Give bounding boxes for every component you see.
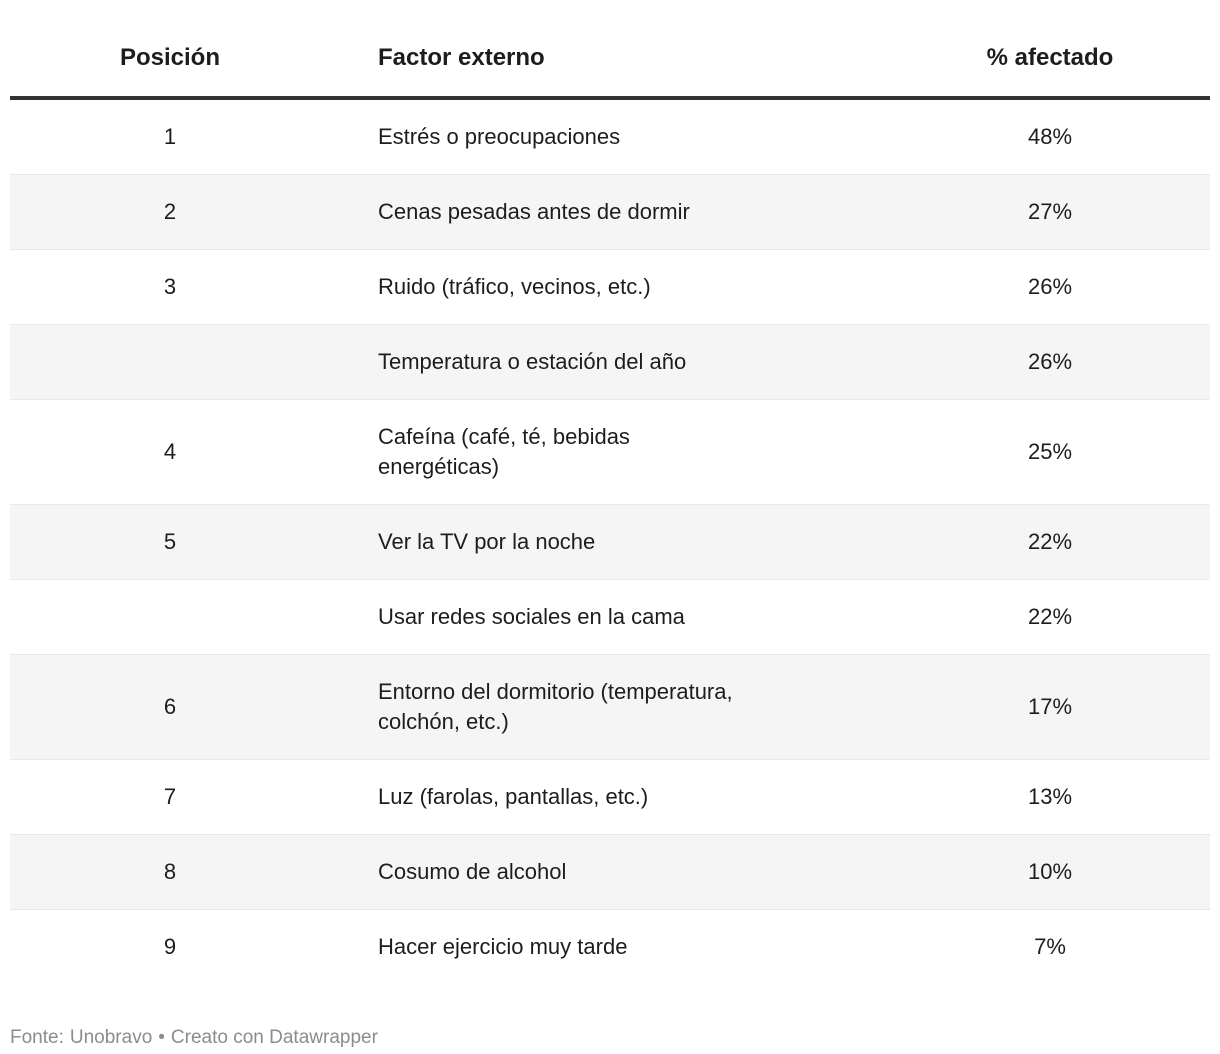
source-link[interactable]: Unobravo xyxy=(69,1027,153,1048)
position-cell: 9 xyxy=(163,934,177,959)
table-row: 3 Ruido (tráfico, vecinos, etc.) 26% xyxy=(10,249,1210,324)
position-cell: 1 xyxy=(163,124,177,149)
column-header-posicion: Posición xyxy=(119,44,221,71)
column-header-pct-afectado: % afectado xyxy=(986,44,1114,71)
position-cell: 3 xyxy=(163,274,177,299)
factor-cell: Cosumo de alcohol xyxy=(378,859,567,884)
position-cell: 2 xyxy=(163,199,177,224)
factor-cell: Hacer ejercicio muy tarde xyxy=(378,934,628,959)
percent-cell: 25% xyxy=(1027,439,1073,464)
factor-cell: Entorno del dormitorio (temperatura, col… xyxy=(378,679,733,734)
percent-cell: 27% xyxy=(1027,199,1073,224)
position-cell: 4 xyxy=(163,439,177,464)
table-body: 1 Estrés o preocupaciones 48% 2 Cenas pe… xyxy=(10,100,1210,984)
factor-cell: Temperatura o estación del año xyxy=(378,349,687,374)
source-label: Fonte: xyxy=(10,1027,64,1048)
table-row: 2 Cenas pesadas antes de dormir 27% xyxy=(10,174,1210,249)
position-cell xyxy=(10,595,330,639)
factor-cell: Luz (farolas, pantallas, etc.) xyxy=(378,784,649,809)
datawrapper-attribution-link[interactable]: Creato con Datawrapper xyxy=(170,1027,378,1048)
position-cell: 5 xyxy=(163,529,177,554)
table-header: Posición Factor externo % afectado xyxy=(10,0,1210,100)
factor-cell: Usar redes sociales en la cama xyxy=(378,604,685,629)
position-cell xyxy=(10,340,330,384)
percent-cell: 17% xyxy=(1027,694,1073,719)
percent-cell: 7% xyxy=(1034,934,1066,959)
table-row: Temperatura o estación del año 26% xyxy=(10,324,1210,399)
factor-cell: Ver la TV por la noche xyxy=(378,529,596,554)
table-row: 1 Estrés o preocupaciones 48% xyxy=(10,100,1210,174)
column-header-factor-externo: Factor externo xyxy=(378,44,545,71)
percent-cell: 22% xyxy=(1027,529,1073,554)
position-cell: 7 xyxy=(163,784,177,809)
position-cell: 8 xyxy=(163,859,177,884)
factor-cell: Cafeína (café, té, bebidas energéticas) xyxy=(378,424,630,479)
percent-cell: 26% xyxy=(1027,274,1073,299)
table-row: 4 Cafeína (café, té, bebidas energéticas… xyxy=(10,399,1210,504)
table-row: 7 Luz (farolas, pantallas, etc.) 13% xyxy=(10,759,1210,834)
table-row: Usar redes sociales en la cama 22% xyxy=(10,579,1210,654)
factor-cell: Estrés o preocupaciones xyxy=(378,124,621,149)
footer-separator-dot: • xyxy=(158,1027,165,1048)
table-row: 9 Hacer ejercicio muy tarde 7% xyxy=(10,909,1210,984)
table-row: 6 Entorno del dormitorio (temperatura, c… xyxy=(10,654,1210,759)
table-row: 5 Ver la TV por la noche 22% xyxy=(10,504,1210,579)
percent-cell: 22% xyxy=(1027,604,1073,629)
table-row: 8 Cosumo de alcohol 10% xyxy=(10,834,1210,909)
percent-cell: 48% xyxy=(1027,124,1073,149)
percent-cell: 10% xyxy=(1027,859,1073,884)
factor-cell: Ruido (tráfico, vecinos, etc.) xyxy=(378,274,651,299)
position-cell: 6 xyxy=(163,694,177,719)
factor-cell: Cenas pesadas antes de dormir xyxy=(378,199,690,224)
percent-cell: 26% xyxy=(1027,349,1073,374)
chart-footer: Fonte: Unobravo • Creato con Datawrapper xyxy=(10,1026,1210,1050)
percent-cell: 13% xyxy=(1027,784,1073,809)
